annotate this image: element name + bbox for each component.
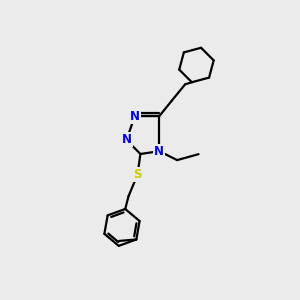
Text: N: N — [130, 110, 140, 123]
Text: N: N — [154, 145, 164, 158]
Text: S: S — [133, 168, 142, 181]
Text: N: N — [122, 134, 132, 146]
